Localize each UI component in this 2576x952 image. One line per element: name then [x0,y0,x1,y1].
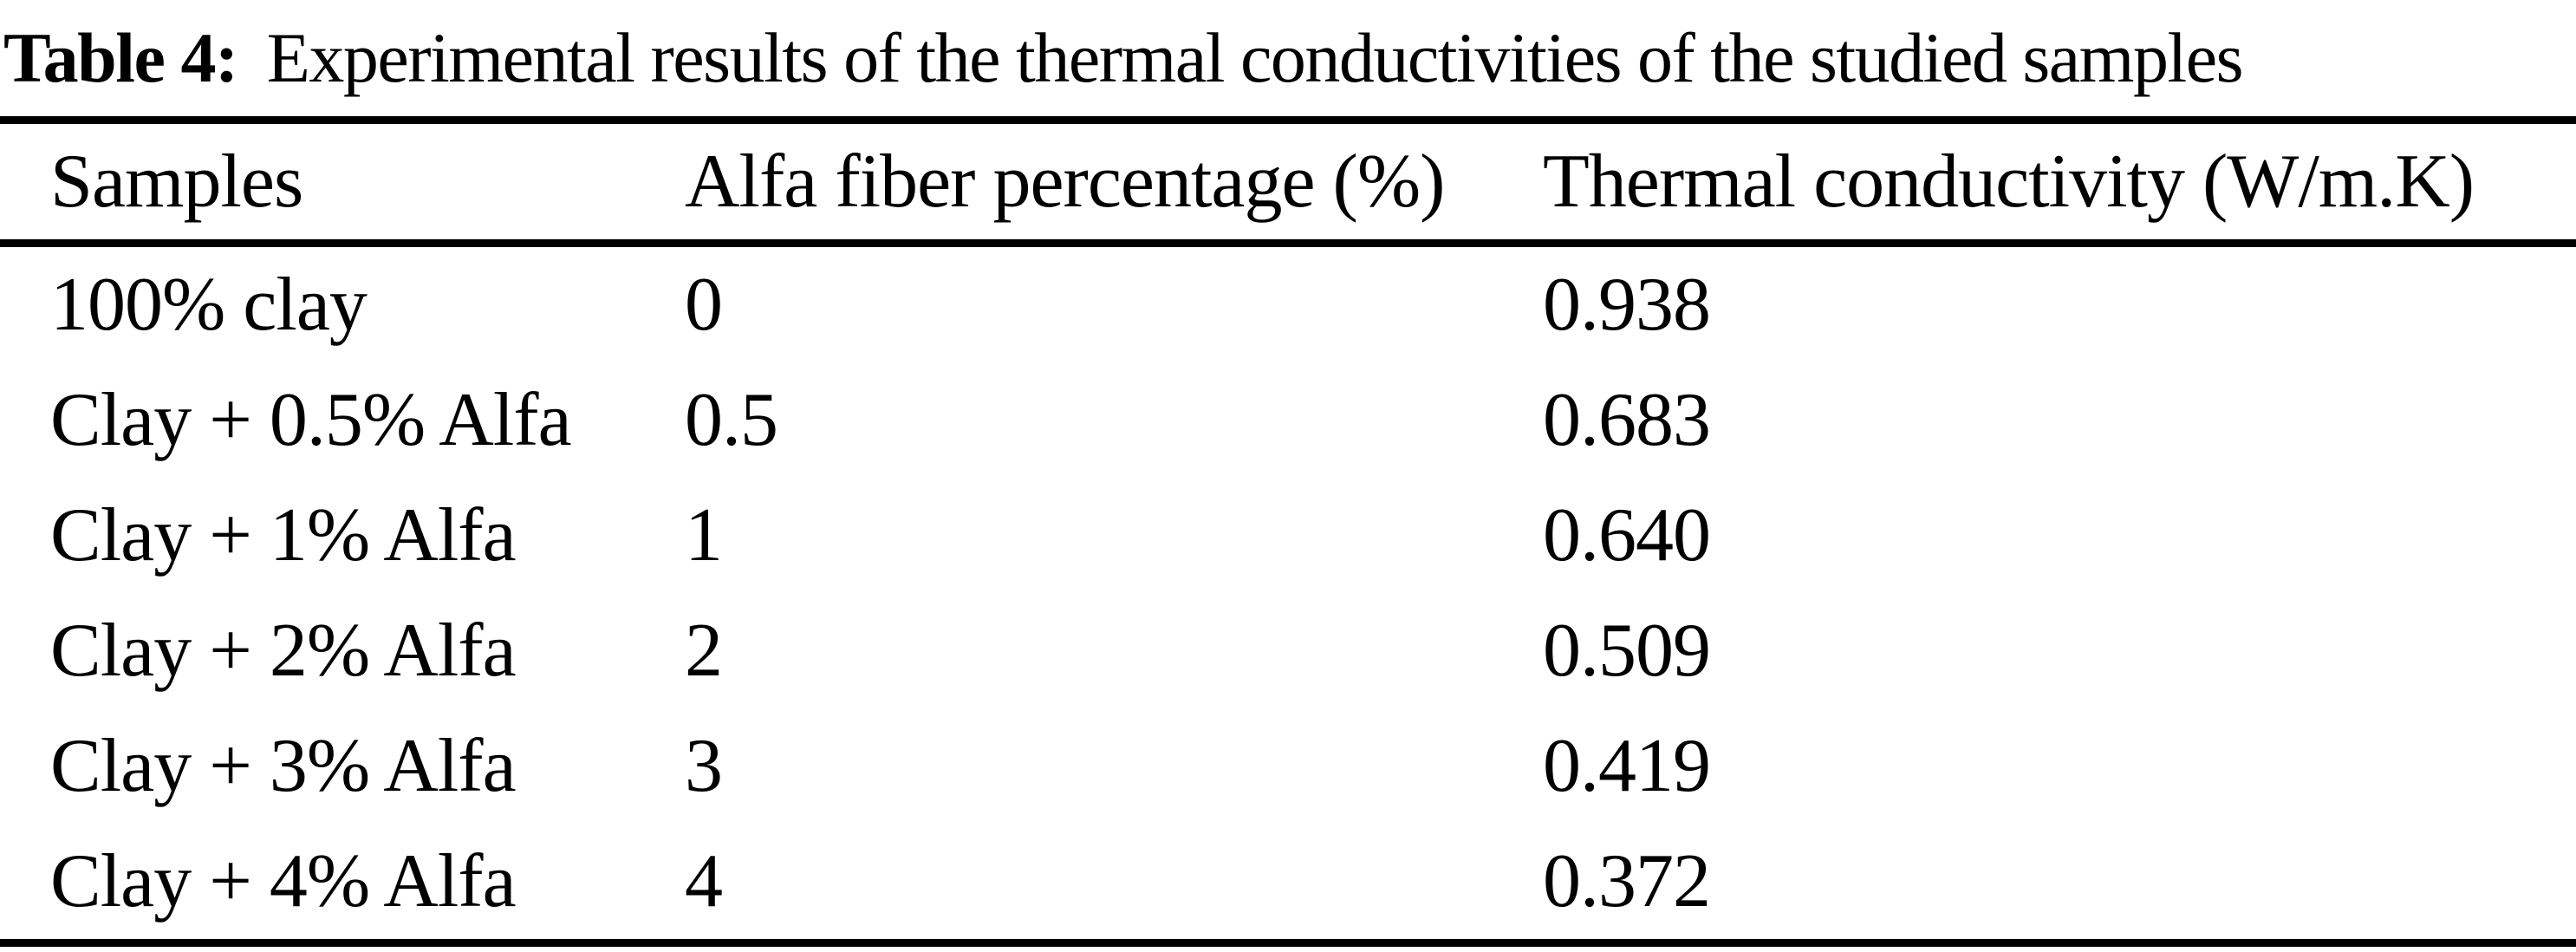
column-header-samples: Samples [50,140,303,224]
cell-alfa-percentage: 3 [685,724,723,808]
table-caption-label: Table 4: [3,18,238,97]
cell-thermal-conductivity: 0.683 [1543,378,1711,462]
cell-thermal-conductivity: 0.938 [1543,263,1711,347]
cell-alfa-percentage: 0.5 [685,378,778,462]
table-caption: Table 4: Experimental results of the the… [0,0,2576,116]
table-row: Clay + 4% Alfa 4 0.372 [0,824,2576,943]
cell-thermal-conductivity: 0.419 [1543,724,1711,808]
cell-sample: 100% clay [50,263,368,347]
cell-alfa-percentage: 4 [685,839,723,923]
table-row: 100% clay 0 0.938 [0,244,2576,363]
thermal-conductivity-table: Samples Alfa fiber percentage (%) Therma… [0,116,2576,947]
table-header-row: Samples Alfa fiber percentage (%) Therma… [0,121,2576,244]
cell-sample: Clay + 3% Alfa [50,724,517,808]
cell-alfa-percentage: 2 [685,609,723,693]
cell-thermal-conductivity: 0.372 [1543,839,1711,923]
cell-alfa-percentage: 0 [685,263,723,347]
table-row: Clay + 2% Alfa 2 0.509 [0,593,2576,708]
column-header-thermal-conductivity: Thermal conductivity (W/m.K) [1543,140,2475,224]
table-caption-text: Experimental results of the thermal cond… [266,18,2244,97]
cell-sample: Clay + 0.5% Alfa [50,378,572,462]
cell-thermal-conductivity: 0.509 [1543,609,1711,693]
cell-sample: Clay + 2% Alfa [50,609,517,693]
cell-sample: Clay + 1% Alfa [50,493,517,577]
cell-alfa-percentage: 1 [685,493,723,577]
cell-sample: Clay + 4% Alfa [50,839,517,923]
cell-thermal-conductivity: 0.640 [1543,493,1711,577]
table-row: Clay + 0.5% Alfa 0.5 0.683 [0,362,2576,478]
column-header-alfa-percentage: Alfa fiber percentage (%) [685,140,1445,224]
table-row: Clay + 1% Alfa 1 0.640 [0,478,2576,593]
table-row: Clay + 3% Alfa 3 0.419 [0,708,2576,824]
